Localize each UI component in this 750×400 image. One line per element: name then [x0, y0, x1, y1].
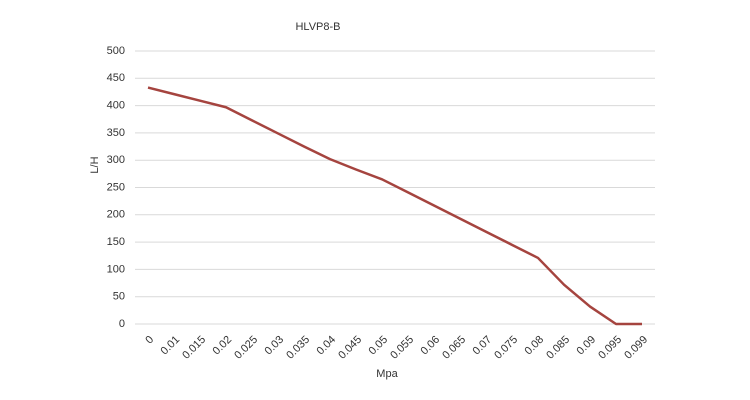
x-tick-label: 0.08 [523, 334, 547, 358]
x-tick-label: 0.035 [284, 334, 312, 362]
y-tick-label: 50 [113, 291, 125, 303]
y-tick-label: 100 [107, 263, 125, 275]
x-tick-label: 0.085 [544, 334, 572, 362]
x-tick-label: 0 [143, 334, 156, 347]
y-tick-label: 250 [107, 181, 125, 193]
y-tick-label: 150 [107, 236, 125, 248]
x-tick-label: 0.09 [575, 334, 599, 358]
x-tick-label: 0.02 [211, 334, 235, 358]
x-tick-label: 0.05 [367, 334, 391, 358]
x-axis-label: Mpa [376, 368, 398, 380]
y-tick-label: 0 [119, 318, 125, 330]
x-tick-label: 0.03 [263, 334, 287, 358]
x-tick-label: 0.095 [596, 334, 624, 362]
x-tick-label: 0.045 [336, 334, 364, 362]
data-line [147, 86, 642, 326]
x-tick-label: 0.055 [388, 334, 416, 362]
y-tick-label: 450 [107, 72, 125, 84]
x-tick-label: 0.07 [471, 334, 495, 358]
x-tick-label: 0.06 [419, 334, 443, 358]
x-tick-label: 0.015 [180, 334, 208, 362]
y-tick-label: 300 [107, 154, 125, 166]
x-tick-label: 0.04 [315, 334, 339, 358]
x-tick-label: 0.065 [440, 334, 468, 362]
y-axis-label: L/H [89, 156, 101, 173]
x-tick-label: 0.01 [159, 334, 183, 358]
y-tick-label: 400 [107, 100, 125, 112]
x-tick-label: 0.025 [232, 334, 260, 362]
x-tick-label: 0.099 [622, 334, 650, 362]
y-tick-label: 200 [107, 209, 125, 221]
chart-title: HLVP8-B [295, 21, 340, 33]
y-tick-label: 500 [107, 45, 125, 57]
y-tick-label: 350 [107, 127, 125, 139]
x-tick-label: 0.075 [492, 334, 520, 362]
